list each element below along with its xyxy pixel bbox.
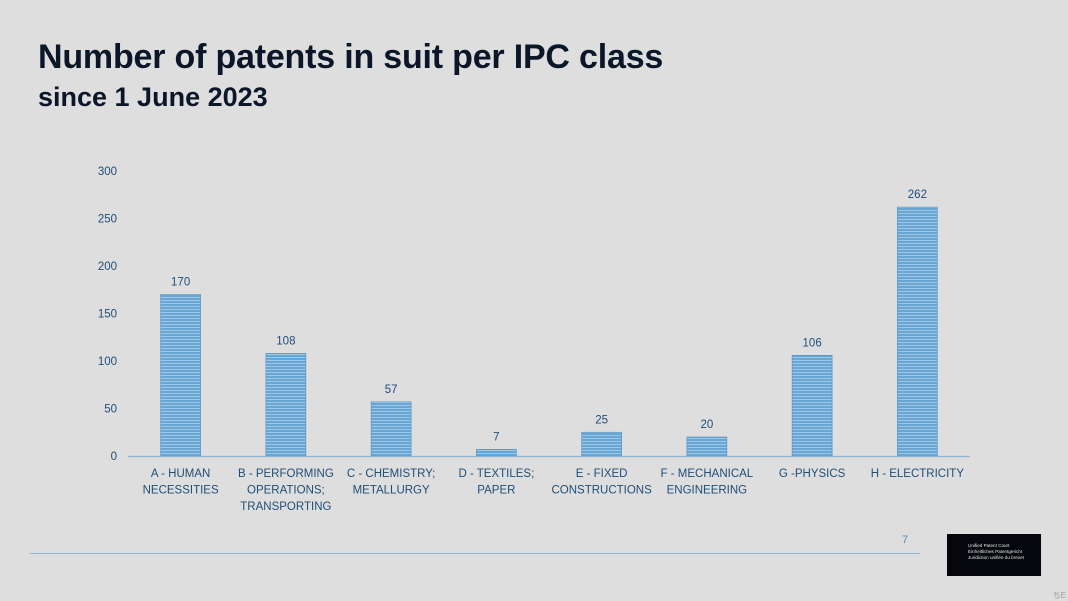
logo-line-fr: Juridiction unifiée du brevet <box>968 555 1024 560</box>
page-number: 7 <box>902 534 909 546</box>
corner-mark: ちE <box>1052 591 1066 600</box>
slide-title: Number of patents in suit per IPC class <box>38 38 664 76</box>
data-labels: 170 108 57 7 25 20 106 262 <box>171 189 927 443</box>
data-label: 25 <box>595 414 608 426</box>
bars <box>160 206 938 457</box>
bar <box>265 353 307 457</box>
x-tick-label: CONSTRUCTIONS <box>551 485 652 497</box>
x-tick-label: A - HUMAN <box>151 468 210 480</box>
y-tick-label: 200 <box>98 261 117 273</box>
y-axis-labels: 0 50 100 150 200 250 300 <box>98 166 117 463</box>
x-tick-label: OPERATIONS; <box>247 485 325 497</box>
court-logo: Unified Patent Court Einheitliches Paten… <box>947 534 1041 576</box>
data-label: 7 <box>493 431 499 443</box>
y-tick-label: 150 <box>98 309 117 321</box>
bar <box>686 436 728 457</box>
bar <box>160 294 201 457</box>
x-tick-label: E - FIXED <box>576 468 628 480</box>
bar <box>791 354 833 457</box>
y-tick-label: 250 <box>98 214 117 226</box>
bar <box>581 431 622 457</box>
footer-divider <box>30 553 920 554</box>
logo-line-de: Einheitliches Patentgericht <box>968 549 1023 554</box>
x-tick-label: ENGINEERING <box>667 485 748 497</box>
slide-subtitle: since 1 June 2023 <box>38 82 268 112</box>
bar <box>370 401 412 457</box>
y-tick-label: 0 <box>111 451 117 463</box>
x-tick-label: H - ELECTRICITY <box>871 468 965 480</box>
bar <box>476 449 517 457</box>
logo-line-en: Unified Patent Court <box>968 543 1010 548</box>
y-tick-label: 50 <box>104 404 117 416</box>
y-tick-label: 100 <box>98 356 117 368</box>
data-label: 20 <box>700 419 713 431</box>
x-tick-label: NECESSITIES <box>143 485 219 497</box>
x-tick-label: B - PERFORMING <box>238 468 334 480</box>
data-label: 108 <box>276 335 295 347</box>
x-tick-label: TRANSPORTING <box>240 501 331 513</box>
x-tick-label: D - TEXTILES; <box>458 468 534 480</box>
bar <box>897 206 938 457</box>
x-tick-label: PAPER <box>477 485 515 497</box>
data-label: 106 <box>803 337 822 349</box>
data-label: 57 <box>385 384 398 396</box>
x-axis-labels: A - HUMAN NECESSITIES B - PERFORMING OPERAT… <box>143 468 965 513</box>
y-tick-label: 300 <box>98 166 117 178</box>
x-tick-label: F - MECHANICAL <box>661 468 754 480</box>
x-tick-label: METALLURGY <box>353 485 430 497</box>
x-tick-label: C - CHEMISTRY; <box>347 468 436 480</box>
x-tick-label: G -PHYSICS <box>779 468 846 480</box>
data-label: 262 <box>908 189 927 201</box>
data-label: 170 <box>171 277 190 289</box>
